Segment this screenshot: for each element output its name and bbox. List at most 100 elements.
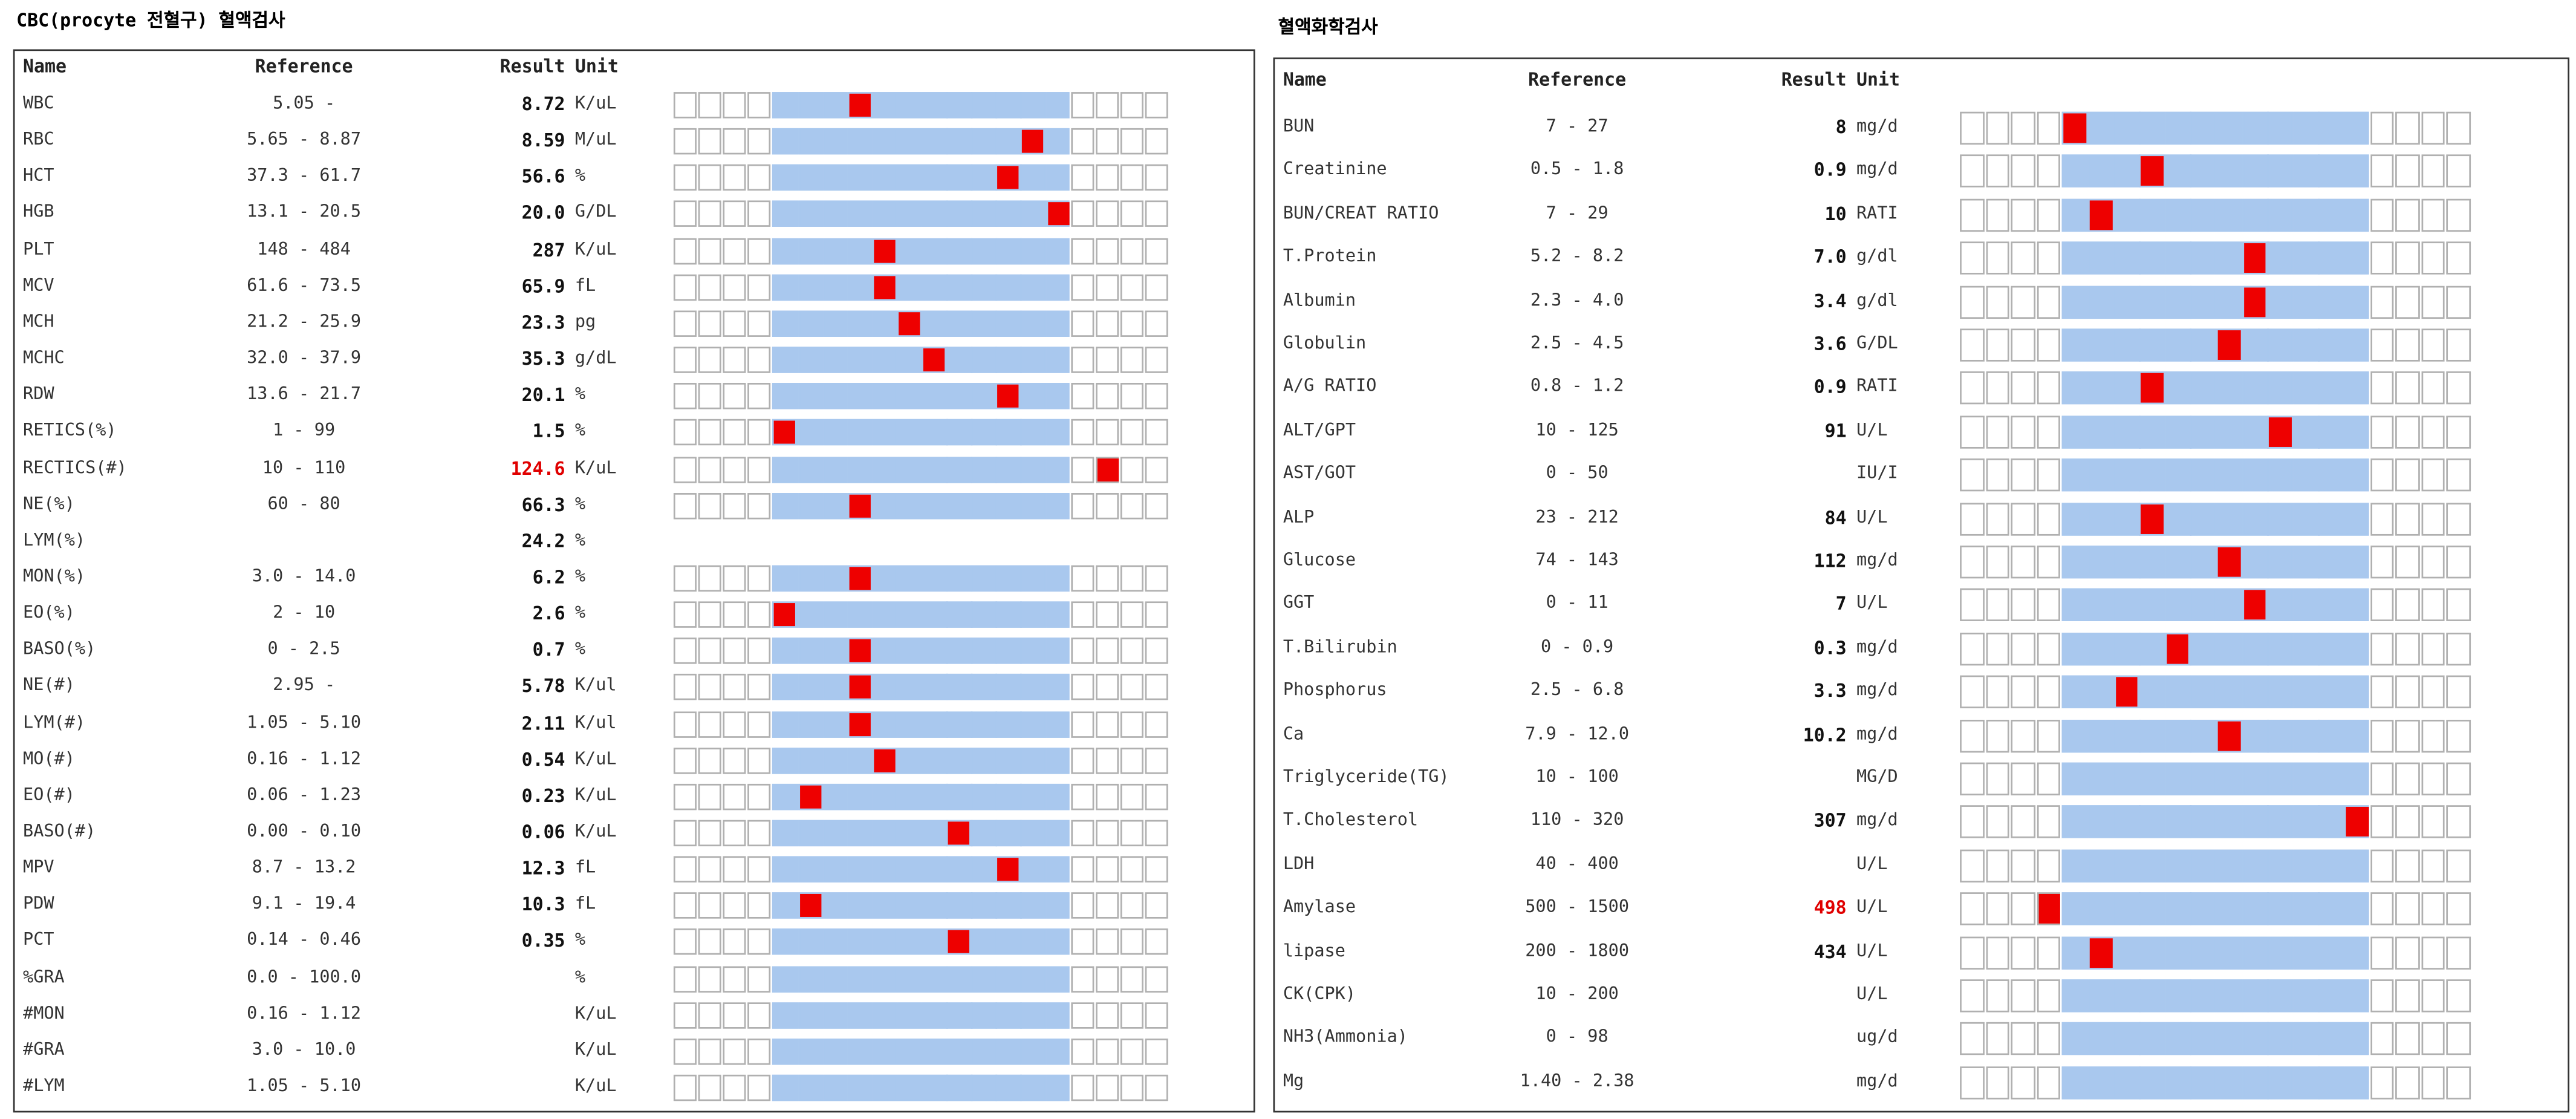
result-value: 3.6 (1813, 333, 1847, 355)
range-cell (946, 383, 972, 409)
range-cell (996, 201, 1022, 228)
range-cell (996, 310, 1022, 337)
range-cell (1120, 237, 1143, 264)
range-cell (2011, 372, 2035, 405)
range-cell (2370, 589, 2394, 622)
range-cell (2113, 545, 2141, 579)
range-cell (2344, 155, 2369, 188)
range-cell (798, 310, 824, 337)
range-cell (673, 237, 697, 264)
range-cell (2421, 415, 2445, 449)
range-cell (1960, 458, 1984, 492)
range-cell (822, 128, 848, 155)
test-name: MON(%) (23, 567, 86, 587)
range-cell (1120, 674, 1143, 701)
range-cell (798, 419, 824, 446)
range-cell (847, 783, 873, 810)
result-value: 0.3 (1813, 637, 1847, 659)
range-cell (1120, 383, 1143, 409)
range-cell (922, 893, 948, 919)
range-cell (922, 455, 948, 483)
range-cell (971, 1074, 997, 1101)
range-cell (2165, 198, 2191, 232)
range-cell (723, 565, 747, 592)
unit: g/dl (1856, 290, 1898, 310)
unit: % (574, 639, 586, 660)
range-cell (2293, 502, 2320, 535)
result-marker (2141, 503, 2164, 533)
range-cell (698, 419, 722, 446)
test-name: MCV (23, 275, 54, 296)
test-name: BUN/CREAT RATIO (1283, 203, 1439, 223)
range-cell (2113, 415, 2141, 449)
range-cell (747, 201, 772, 228)
range-cell (2139, 762, 2166, 795)
reference-range: 10 - 100 (1535, 767, 1619, 788)
result-value: 0.9 (1813, 160, 1847, 181)
range-cell (2113, 111, 2141, 145)
range-cell (946, 965, 972, 992)
result-marker (799, 785, 821, 809)
range-cell (2421, 892, 2445, 926)
result-marker (997, 858, 1020, 881)
range-cell (1046, 165, 1069, 191)
test-name: Phosphorus (1283, 680, 1387, 700)
range-cell (2011, 632, 2035, 665)
range-cell (1070, 638, 1094, 665)
range-cell (1145, 965, 1168, 992)
range-cell (2318, 719, 2346, 752)
reference-range: 0.06 - 1.23 (247, 785, 362, 805)
range-cell (1985, 458, 2010, 492)
range-cell (1095, 638, 1119, 665)
range-cell (2037, 979, 2061, 1013)
range-cell (772, 1002, 799, 1029)
unit: K/ul (574, 676, 617, 696)
range-cell (872, 165, 898, 191)
range-cell (971, 856, 997, 883)
range-cell (747, 383, 772, 409)
range-cell (1985, 372, 2010, 405)
result-marker (1047, 203, 1069, 226)
range-cell (2062, 1022, 2089, 1056)
range-cell (1985, 545, 2010, 579)
range-cell (996, 128, 1022, 155)
range-cell (2267, 632, 2294, 665)
range-cell (2421, 936, 2445, 969)
range-cell (1985, 285, 2010, 318)
range-cell (872, 965, 898, 992)
header-unit: Unit (1856, 69, 1900, 91)
range-cell (2293, 328, 2320, 362)
range-cell (2447, 241, 2471, 275)
range-cell (2139, 415, 2166, 449)
header-reference: Reference (255, 56, 353, 77)
range-cell (798, 383, 824, 409)
range-cell (1046, 783, 1069, 810)
range-cell (2190, 415, 2217, 449)
test-name: Albumin (1283, 290, 1356, 310)
range-cell (747, 674, 772, 701)
unit: mg/d (1856, 1071, 1898, 1091)
range-cell (747, 1074, 772, 1101)
range-cell (2062, 328, 2089, 362)
range-cell (2267, 719, 2294, 752)
range-cell (2242, 1022, 2269, 1056)
range-cell (772, 674, 799, 701)
range-cell (698, 92, 722, 119)
reference-range: 3.0 - 14.0 (252, 567, 356, 587)
range-cell (2370, 676, 2394, 709)
range-cell (2421, 1066, 2445, 1099)
range-cell (2037, 198, 2061, 232)
range-cell (1021, 347, 1047, 373)
test-name: T.Cholesterol (1283, 811, 1419, 831)
range-cell (747, 565, 772, 592)
range-cell (2037, 632, 2061, 665)
reference-range: 5.65 - 8.87 (247, 130, 362, 150)
range-cell (897, 711, 923, 737)
result-value: 434 (1813, 941, 1847, 962)
range-cell (2165, 979, 2191, 1013)
range-cell (2344, 979, 2369, 1013)
range-cell (2139, 111, 2166, 145)
range-cell (2062, 545, 2089, 579)
test-name: T.Protein (1283, 247, 1377, 267)
range-cell (922, 383, 948, 409)
